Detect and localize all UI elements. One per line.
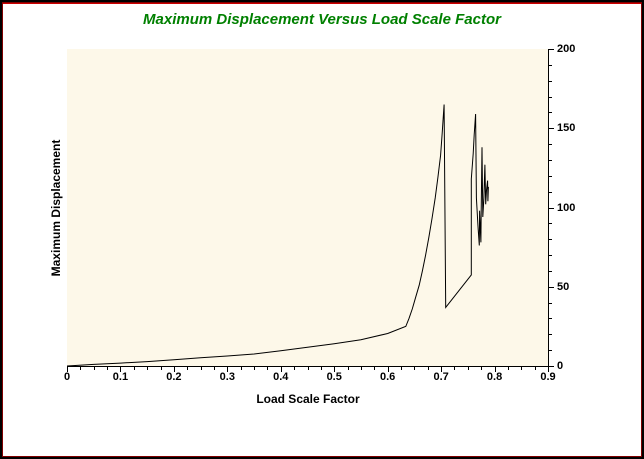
tick-mark — [240, 367, 242, 370]
tick-mark — [549, 64, 552, 66]
y-tick-label: 50 — [557, 280, 570, 293]
tick-mark — [467, 367, 469, 370]
tick-mark — [549, 302, 552, 304]
tick-mark — [173, 367, 175, 372]
tick-mark — [267, 367, 269, 370]
tick-mark — [401, 367, 403, 370]
x-tick-label: 0.4 — [273, 371, 289, 383]
tick-mark — [549, 191, 552, 193]
tick-mark — [549, 96, 552, 98]
tick-mark — [549, 80, 552, 82]
tick-mark — [147, 367, 149, 370]
tick-mark — [80, 367, 82, 370]
y-tick-label: 150 — [557, 122, 576, 135]
tick-mark — [549, 255, 552, 257]
x-tick-label: 0.1 — [112, 371, 129, 383]
tick-mark — [454, 367, 456, 370]
tick-mark — [521, 367, 523, 370]
x-tick-label: 0.7 — [433, 371, 449, 383]
y-axis-title: Maximum Displacement — [49, 139, 63, 277]
tick-mark — [200, 367, 202, 370]
y-tick-label: 200 — [557, 43, 576, 55]
plot-area — [67, 49, 549, 367]
tick-mark — [334, 367, 336, 372]
tick-mark — [227, 367, 229, 372]
tick-mark — [133, 367, 135, 370]
tick-mark — [320, 367, 322, 370]
tick-mark — [507, 367, 509, 370]
tick-mark — [549, 286, 554, 288]
tick-mark — [549, 112, 552, 114]
tick-mark — [107, 367, 109, 370]
tick-mark — [427, 367, 429, 370]
tick-mark — [549, 159, 552, 161]
tick-mark — [549, 270, 552, 272]
tick-mark — [549, 207, 554, 209]
tick-mark — [549, 318, 552, 320]
tick-mark — [93, 367, 95, 370]
tick-mark — [549, 334, 552, 336]
tick-mark — [254, 367, 256, 370]
tick-mark — [360, 367, 362, 370]
tick-mark — [280, 367, 282, 372]
x-tick-label: 0.2 — [166, 371, 182, 383]
tick-mark — [187, 367, 189, 370]
x-tick-label: 0 — [63, 371, 71, 383]
x-tick-label: 0.3 — [219, 371, 235, 383]
tick-mark — [549, 239, 552, 241]
tick-mark — [67, 367, 68, 372]
tick-mark — [549, 175, 552, 177]
tick-mark — [494, 367, 496, 372]
tick-mark — [549, 128, 554, 130]
x-tick-label: 0.5 — [326, 371, 342, 383]
y-tick-label: 0 — [557, 360, 564, 372]
chart-title: Maximum Displacement Versus Load Scale F… — [143, 11, 501, 28]
tick-mark — [160, 367, 162, 370]
x-tick-label: 0.6 — [380, 371, 396, 383]
tick-mark — [307, 367, 309, 370]
tick-mark — [213, 367, 215, 370]
tick-mark — [347, 367, 349, 370]
x-axis-title: Load Scale Factor — [256, 392, 360, 406]
tick-mark — [294, 367, 296, 370]
x-tick-label: 0.8 — [486, 371, 503, 383]
tick-mark — [549, 350, 552, 352]
y-tick-label: 100 — [557, 201, 576, 214]
tick-mark — [414, 367, 416, 370]
tick-mark — [549, 366, 554, 367]
tick-mark — [549, 144, 552, 146]
tick-mark — [120, 367, 122, 372]
tick-mark — [374, 367, 376, 370]
tick-mark — [548, 367, 549, 372]
tick-mark — [441, 367, 443, 372]
tick-mark — [534, 367, 536, 370]
x-tick-label: 0.9 — [540, 371, 556, 383]
tick-mark — [387, 367, 389, 372]
tick-mark — [549, 49, 554, 50]
tick-mark — [549, 223, 552, 225]
series-line — [67, 104, 489, 366]
tick-mark — [481, 367, 483, 370]
